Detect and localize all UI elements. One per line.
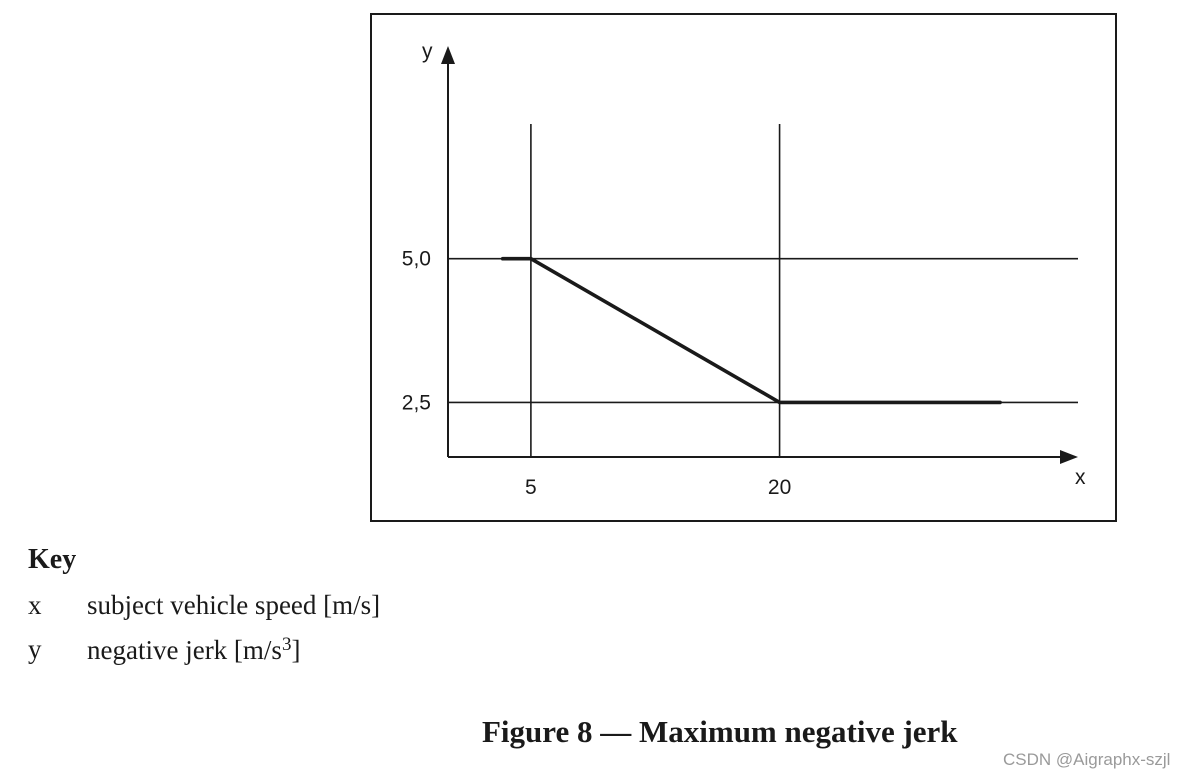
key-title: Key [28,544,77,575]
figure-caption: Figure 8 — Maximum negative jerk [482,714,958,749]
x-axis-label: x [1075,466,1086,489]
x-tick-label: 5 [525,476,537,499]
watermark: CSDN @Aigraphx-szjl [1003,750,1171,769]
key-item-y: y negative jerk [m/s3] [28,634,300,666]
y-axis-arrow [441,46,455,64]
x-tick-label: 20 [768,476,791,499]
chart-border [370,13,1117,522]
key-description-suffix: ] [291,635,301,665]
key-symbol: y [28,634,42,664]
key-description: negative jerk [m/s3] [87,634,300,666]
y-axis-label: y [422,40,433,63]
x-axis-arrow [1060,450,1078,464]
key-superscript: 3 [281,634,292,655]
grid-layer [448,124,1078,457]
key-description-text: negative jerk [m/s [87,635,282,665]
key-description: subject vehicle speed [m/s] [87,590,381,620]
key-item-x: x subject vehicle speed [m/s] [28,590,380,621]
y-tick-label: 5,0 [402,248,431,271]
series-line [500,256,1002,405]
series-layer [500,256,1002,405]
key-symbol: x [28,590,42,620]
y-tick-label: 2,5 [402,391,431,414]
axis-layer: y x [422,40,1086,489]
tick-layer: 5 20 5,0 2,5 [402,248,791,499]
